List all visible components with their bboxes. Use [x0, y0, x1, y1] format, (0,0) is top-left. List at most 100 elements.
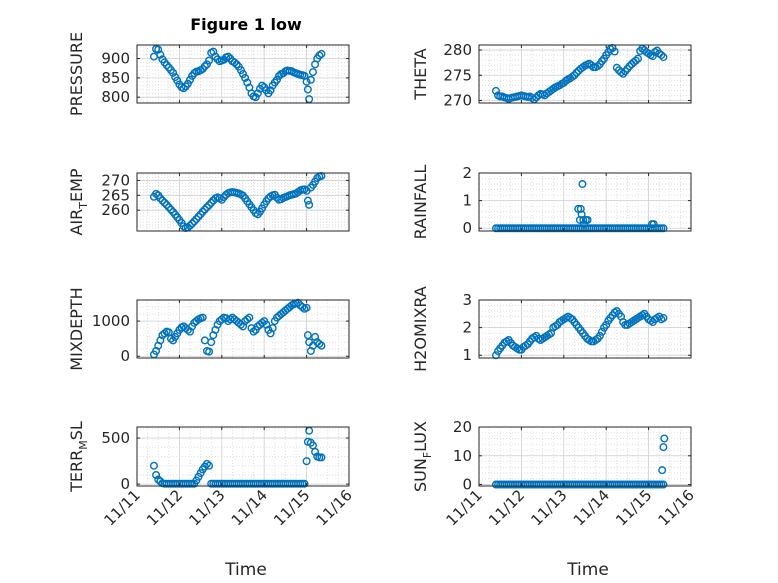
- data-point: [491, 351, 500, 360]
- plot-area: [479, 427, 691, 486]
- data-point: [595, 331, 604, 340]
- data-point: [308, 68, 317, 77]
- figure-title: Figure 1 low: [190, 15, 302, 34]
- data-point: [188, 219, 197, 228]
- data-point: [149, 461, 158, 470]
- data-point: [190, 69, 199, 78]
- x-tick-label: 11/14: [570, 486, 613, 529]
- data-point: [268, 324, 277, 333]
- data-point: [169, 68, 178, 77]
- y-tick-label: 0: [120, 475, 130, 493]
- series-points: [491, 307, 668, 360]
- data-point: [303, 85, 312, 94]
- data-point: [272, 75, 281, 84]
- data-point: [253, 89, 262, 98]
- panel-rainfall: 0 1 2 RAINFALL: [411, 164, 692, 239]
- data-point: [162, 61, 171, 70]
- data-point: [657, 51, 666, 60]
- data-point: [625, 62, 634, 71]
- data-point: [602, 320, 611, 329]
- data-point: [166, 334, 175, 343]
- data-point: [572, 68, 581, 77]
- y-tick-label: 270: [443, 91, 472, 109]
- x-axis-label-left: Time: [224, 560, 267, 580]
- data-point: [154, 45, 163, 54]
- data-point: [659, 224, 668, 233]
- data-point: [202, 203, 211, 212]
- y-tick-label: 0: [462, 219, 472, 237]
- y-axis-label: SUNFLUX: [411, 421, 434, 492]
- data-point: [183, 79, 192, 88]
- x-tick-label: 11/16: [655, 486, 698, 529]
- series-points: [149, 44, 326, 104]
- data-point: [317, 453, 326, 462]
- x-tick-label: 11/13: [185, 486, 228, 529]
- y-tick-label: 1000: [92, 312, 130, 330]
- y-tick-label: 275: [443, 66, 472, 84]
- data-point: [179, 84, 188, 93]
- series-points: [491, 434, 669, 489]
- data-point: [303, 196, 312, 205]
- x-tick-label: 11/15: [270, 486, 313, 529]
- data-point: [232, 60, 241, 69]
- data-point: [315, 51, 324, 60]
- axes-box: [136, 299, 350, 359]
- data-point: [205, 347, 214, 356]
- data-point: [205, 201, 214, 210]
- data-point: [658, 466, 667, 475]
- data-point: [298, 303, 307, 312]
- panel-theta: 270 275 280 THETA: [411, 41, 692, 109]
- axes-box: [136, 426, 350, 487]
- data-point: [164, 203, 173, 212]
- y-axis-label: MIXDEPTH: [67, 287, 86, 370]
- y-tick-label: 2: [462, 319, 472, 337]
- data-point: [202, 60, 211, 69]
- axes-box: [478, 299, 692, 359]
- data-point: [207, 198, 216, 207]
- data-point: [610, 47, 619, 56]
- series-points: [149, 171, 326, 233]
- y-tick-label: 0: [462, 476, 472, 494]
- axes-box: [478, 44, 692, 104]
- data-point: [243, 78, 252, 87]
- data-point: [649, 220, 658, 229]
- data-point: [583, 215, 592, 224]
- data-point: [302, 303, 311, 312]
- data-point: [192, 215, 201, 224]
- data-point: [631, 56, 640, 65]
- y-tick-label: 280: [443, 41, 472, 59]
- data-point: [258, 81, 267, 90]
- data-point: [660, 434, 669, 443]
- data-point: [258, 204, 267, 213]
- data-point: [198, 313, 207, 322]
- data-point: [243, 315, 252, 324]
- data-point: [574, 204, 583, 213]
- data-point: [659, 313, 668, 322]
- axes-box: [478, 172, 692, 232]
- y-tick-label: 0: [120, 347, 130, 365]
- y-tick-label: 260: [101, 201, 130, 219]
- y-tick-label: 800: [101, 88, 130, 106]
- data-point: [659, 480, 668, 489]
- data-point: [305, 200, 314, 209]
- data-point: [160, 329, 169, 338]
- panel-h2omixra: 1 2 3 H2OMIXRA: [411, 286, 692, 372]
- axes-box: [136, 44, 350, 104]
- data-point: [245, 313, 254, 322]
- y-tick-label: 270: [101, 171, 130, 189]
- data-point: [209, 47, 218, 56]
- data-point: [578, 180, 587, 189]
- plot-area: [479, 300, 691, 358]
- data-point: [162, 200, 171, 209]
- data-point: [659, 53, 668, 62]
- x-tick-label: 11/16: [313, 486, 356, 529]
- data-point: [160, 198, 169, 207]
- data-point: [185, 75, 194, 84]
- data-point: [634, 54, 643, 63]
- data-point: [241, 73, 250, 82]
- data-point: [315, 339, 324, 348]
- data-point: [251, 93, 260, 102]
